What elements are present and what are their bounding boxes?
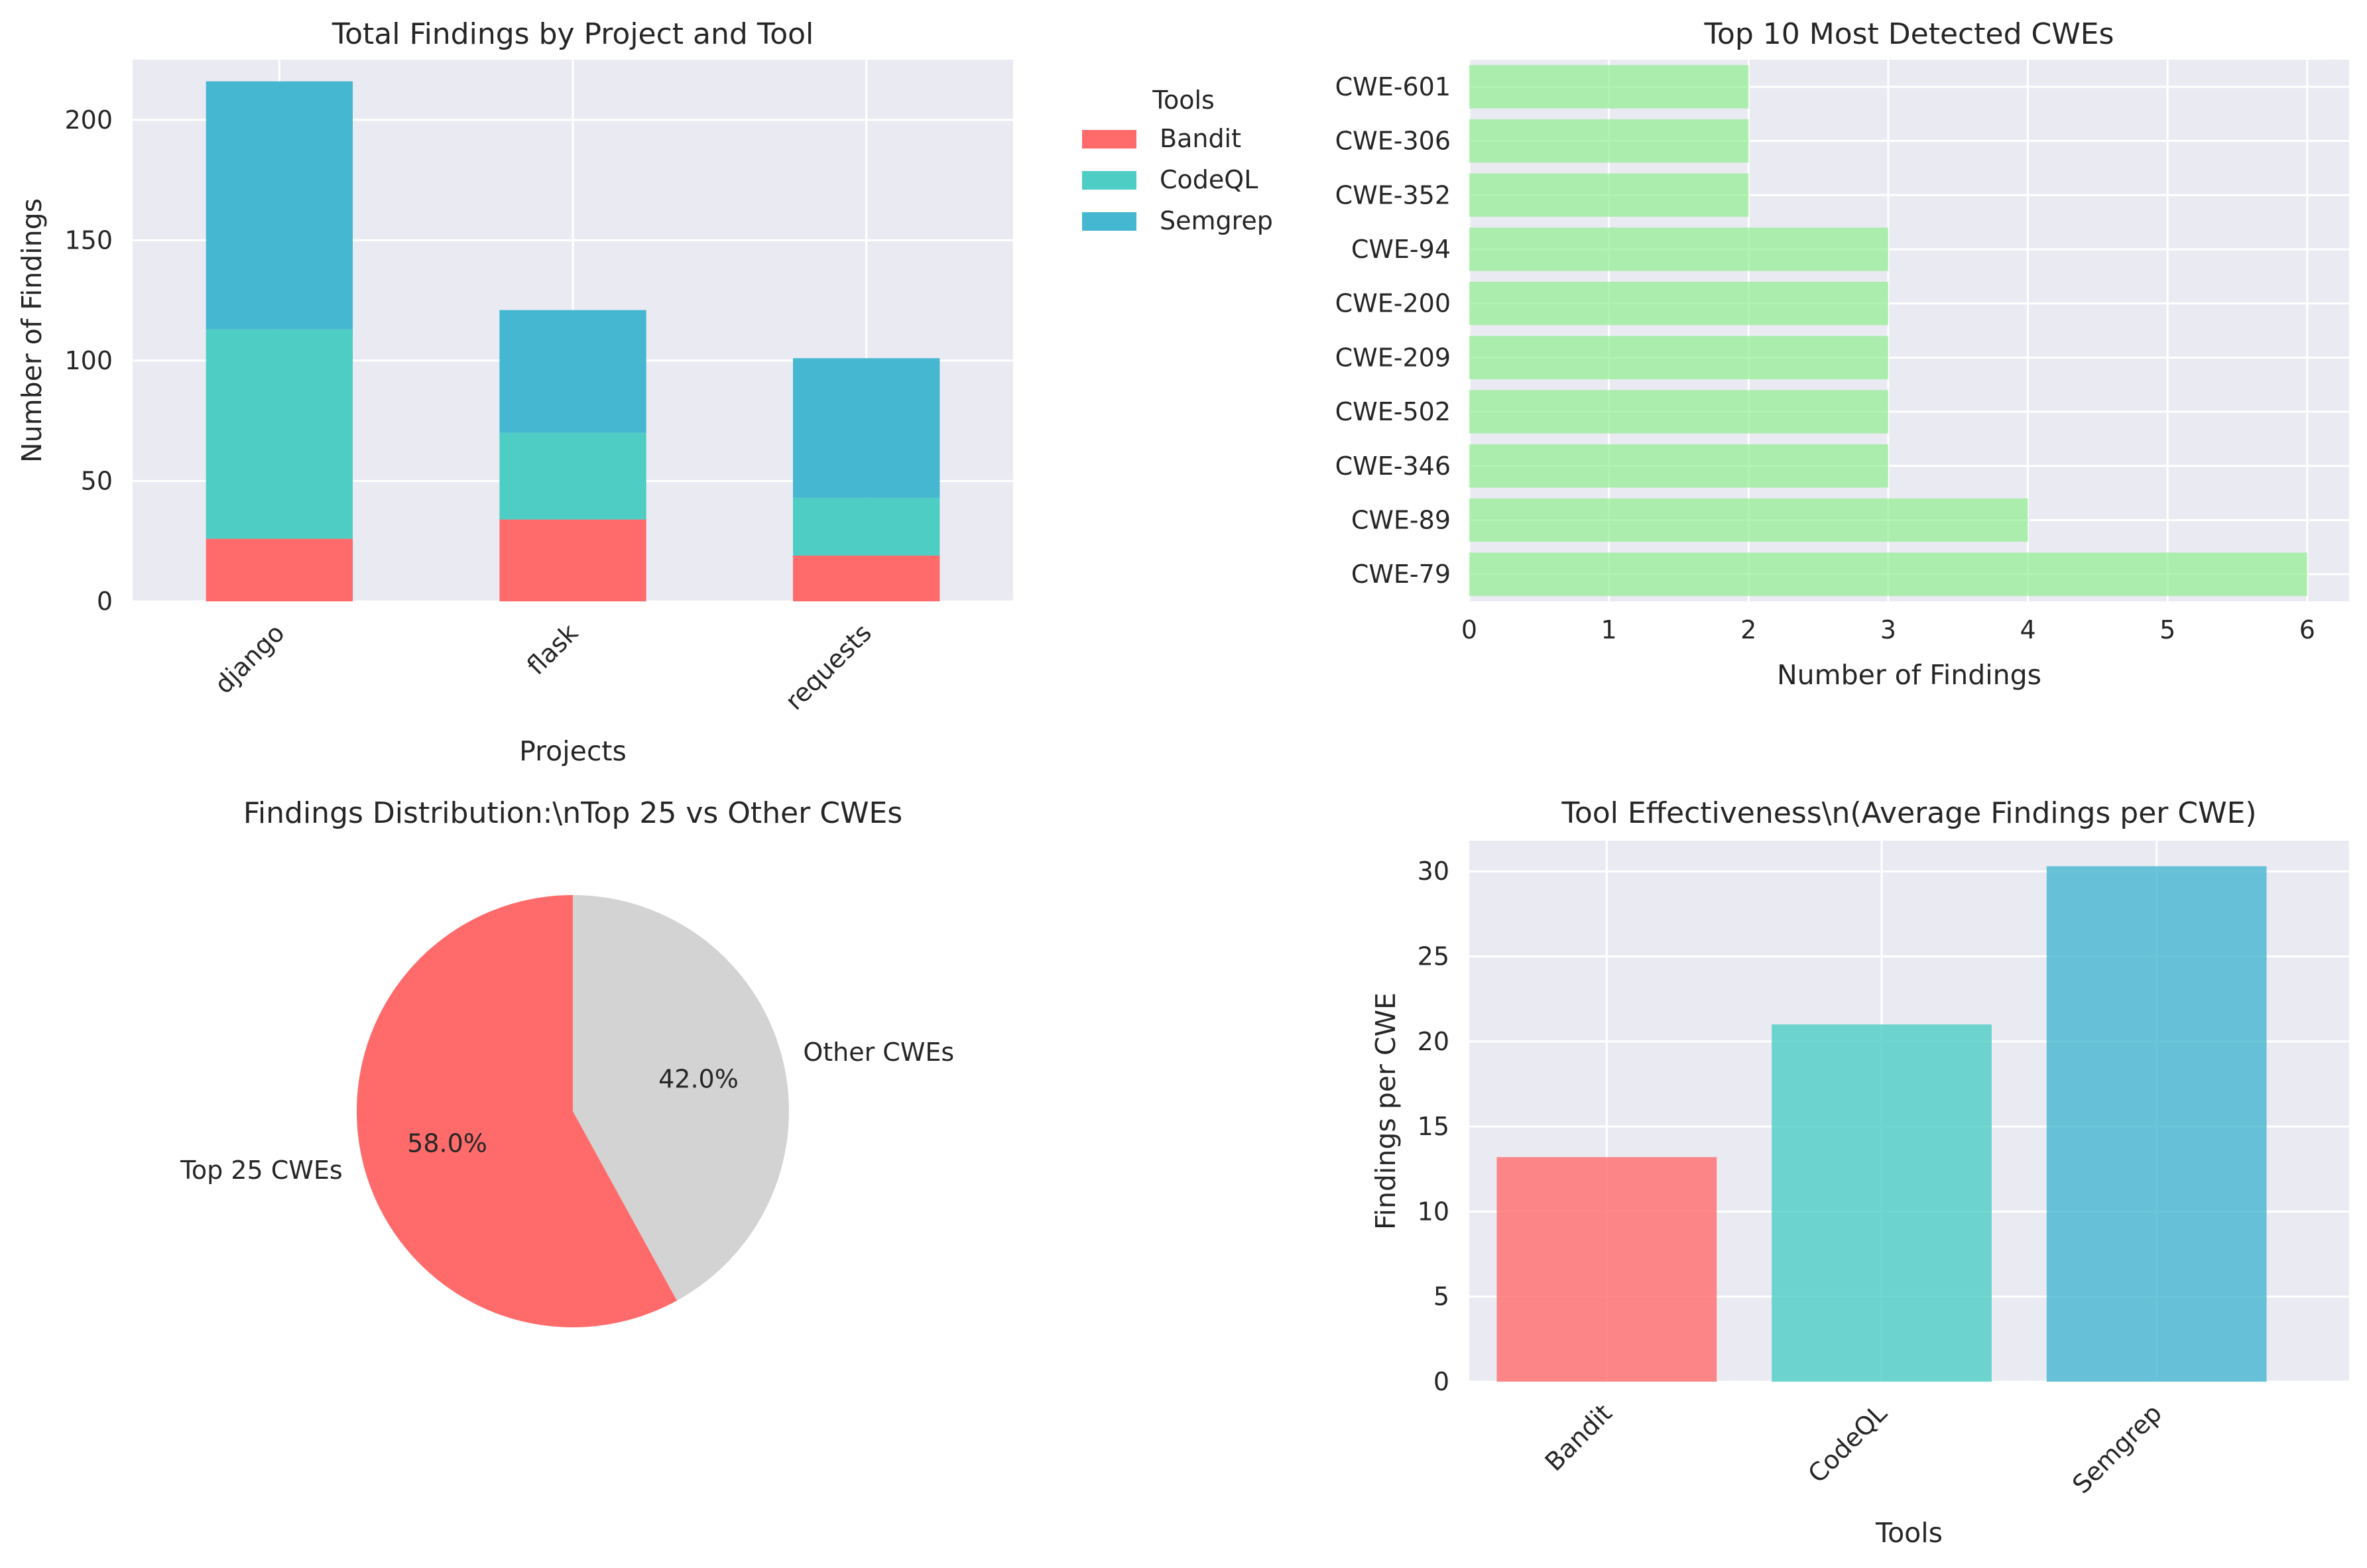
bar-segment-codeql	[499, 432, 646, 520]
x-tick-label: 6	[2299, 615, 2315, 644]
y-tick-label: 150	[64, 225, 113, 255]
bar	[1469, 390, 1888, 434]
bar-codeql	[1772, 1024, 1992, 1382]
y-tick-label: 15	[1418, 1112, 1449, 1141]
x-tick-label: 3	[1880, 615, 1896, 644]
legend-swatch-codeql	[1082, 171, 1136, 190]
y-tick-label: 0	[1433, 1367, 1449, 1396]
legend-label: CodeQL	[1160, 165, 1258, 194]
bar	[1469, 173, 1749, 217]
pie-slice	[356, 895, 678, 1328]
bar	[1469, 444, 1888, 488]
y-axis-label: Number of Findings	[16, 198, 48, 463]
y-tick-label: 200	[64, 105, 113, 135]
pie-percent-label: 58.0%	[407, 1129, 487, 1158]
bar-segment-bandit	[206, 538, 353, 601]
bar-segment-bandit	[499, 519, 646, 601]
pie-slice	[573, 895, 789, 1301]
y-tick-label: 20	[1418, 1027, 1449, 1056]
y-tick-label: 100	[64, 346, 113, 375]
y-tick-label: CWE-346	[1335, 452, 1451, 481]
chart-title: Tool Effectiveness\n(Average Findings pe…	[1561, 796, 2256, 830]
x-tick-label: 1	[1601, 615, 1617, 644]
pie-slice-label: Top 25 CWEs	[180, 1156, 343, 1185]
legend-label: Semgrep	[1160, 206, 1273, 235]
bar	[1469, 552, 2307, 596]
chart-title: Top 10 Most Detected CWEs	[1704, 17, 2114, 51]
x-tick-label: 5	[2159, 615, 2175, 644]
y-tick-label: 25	[1418, 941, 1449, 971]
bar-bandit	[1496, 1157, 1717, 1382]
y-tick-label: CWE-79	[1351, 560, 1451, 589]
bar-semgrep	[2046, 866, 2267, 1382]
bar-segment-bandit	[793, 556, 940, 601]
pie-percent-label: 42.0%	[658, 1064, 739, 1093]
y-tick-label: 0	[97, 587, 113, 616]
bar-segment-semgrep	[206, 81, 353, 330]
legend-title: Tools	[1152, 86, 1215, 115]
bar-segment-codeql	[793, 497, 940, 556]
bar	[1469, 119, 1749, 163]
legend-swatch-semgrep	[1082, 212, 1136, 231]
x-axis-label: Number of Findings	[1777, 659, 2041, 691]
y-tick-label: CWE-601	[1335, 72, 1451, 101]
bar-segment-codeql	[206, 329, 353, 539]
chart-title: Total Findings by Project and Tool	[332, 17, 814, 51]
y-tick-label: CWE-352	[1335, 180, 1451, 210]
y-tick-label: CWE-94	[1351, 235, 1451, 264]
bar	[1469, 227, 1888, 271]
x-tick-label: 0	[1461, 615, 1477, 644]
bar	[1469, 281, 1888, 326]
x-tick-label: 4	[2020, 615, 2035, 644]
y-tick-label: CWE-200	[1335, 289, 1451, 318]
bar	[1469, 498, 2028, 542]
horizontal-bar-chart-panel: 0 1 2 3 4 5 6 CWE-79 CWE-89 CWE-346 CWE-502 CWE-209…	[1335, 17, 2349, 691]
y-tick-label: 5	[1433, 1282, 1449, 1311]
bar	[1469, 335, 1888, 380]
y-tick-label: 50	[81, 466, 113, 495]
y-tick-label: CWE-209	[1335, 343, 1451, 372]
y-tick-label: CWE-502	[1335, 397, 1451, 426]
legend-swatch-bandit	[1082, 130, 1136, 149]
legend-label: Bandit	[1160, 124, 1241, 153]
pie-slice-label: Other CWEs	[803, 1038, 954, 1067]
x-axis-label: Tools	[1875, 1517, 1943, 1549]
chart-title: Findings Distribution:\nTop 25 vs Other …	[243, 796, 902, 830]
bar-segment-semgrep	[793, 358, 940, 498]
y-tick-label: CWE-306	[1335, 127, 1451, 156]
bar	[1469, 65, 1749, 109]
y-tick-label: 10	[1418, 1197, 1449, 1226]
y-tick-label: 30	[1418, 857, 1449, 886]
bar-segment-semgrep	[499, 310, 646, 433]
pie-chart-panel: Top 25 CWEs 58.0% Other CWEs 42.0% Findings …	[180, 796, 954, 1328]
y-axis-label: Findings per CWE	[1370, 993, 1402, 1230]
x-tick-label: 2	[1740, 615, 1756, 644]
y-tick-label: CWE-89	[1351, 505, 1451, 534]
x-axis-label: Projects	[519, 735, 627, 767]
